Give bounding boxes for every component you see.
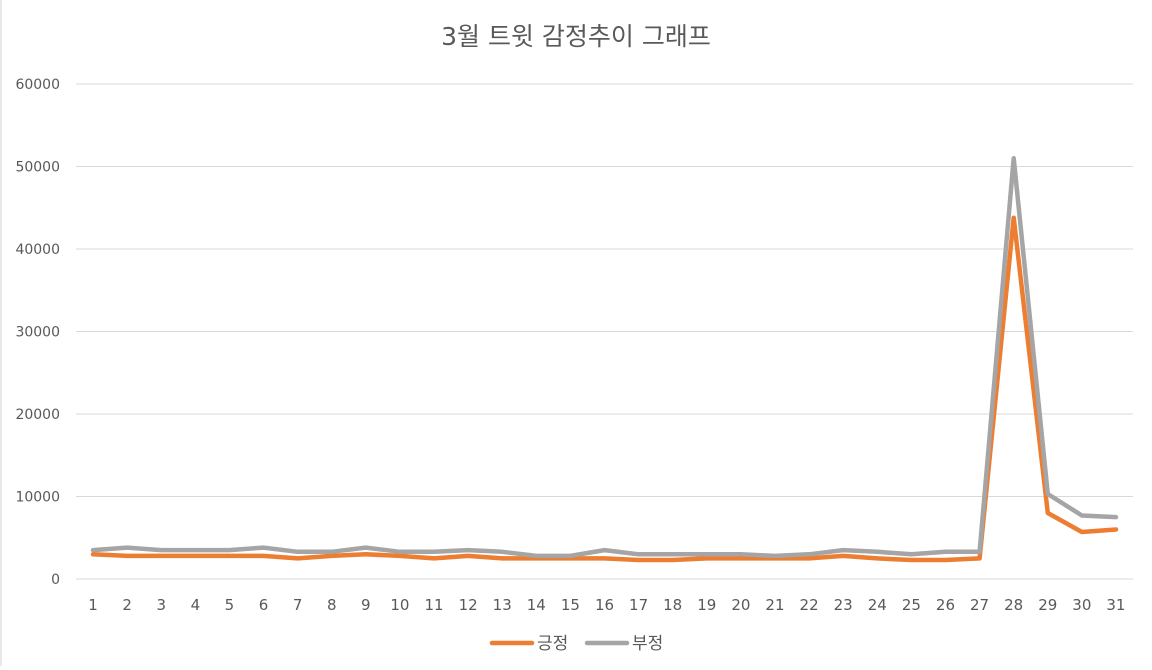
y-tick-labels: 0 10000 20000 30000 40000 50000 60000 <box>15 77 60 588</box>
series-line-1 <box>90 215 1119 563</box>
left-border <box>0 0 2 666</box>
x-tick-label: 31 <box>1106 596 1125 614</box>
y-tick-label: 30000 <box>15 325 60 341</box>
x-tick-label: 9 <box>361 596 371 614</box>
x-tick-label: 14 <box>527 596 546 614</box>
legend-item-1: 긍정 <box>489 634 568 654</box>
x-tick-label: 13 <box>493 596 512 614</box>
x-tick-label: 6 <box>259 596 269 614</box>
chart-title: 3월 트윗 감정추이 그래프 <box>441 22 711 51</box>
x-tick-label: 10 <box>390 596 409 614</box>
x-tick-labels: 1 2 3 4 5 6 7 8 9 10 11 12 13 14 15 16 17 18 19 20 21 22 23 24 2… <box>88 596 1125 614</box>
x-tick-label: 22 <box>800 596 819 614</box>
legend-label: 긍정 <box>537 634 568 654</box>
x-tick-label: 15 <box>561 596 580 614</box>
y-tick-label: 20000 <box>15 407 60 423</box>
y-tick-label: 10000 <box>15 490 60 506</box>
x-tick-label: 28 <box>1004 596 1023 614</box>
series-lines <box>90 156 1119 563</box>
y-tick-label: 50000 <box>15 160 60 176</box>
y-tick-label: 60000 <box>15 77 60 93</box>
y-tick-label: 0 <box>51 572 60 588</box>
series-line-2 <box>90 156 1119 559</box>
y-tick-label: 40000 <box>15 242 60 258</box>
x-tick-label: 8 <box>327 596 337 614</box>
x-tick-label: 26 <box>936 596 955 614</box>
x-tick-label: 19 <box>697 596 716 614</box>
legend-item-2: 부정 <box>584 634 663 654</box>
x-tick-label: 20 <box>731 596 750 614</box>
x-tick-label: 7 <box>293 596 303 614</box>
x-tick-label: 17 <box>629 596 648 614</box>
x-tick-label: 23 <box>834 596 853 614</box>
x-tick-label: 24 <box>868 596 887 614</box>
legend: 긍정 부정 <box>489 634 663 654</box>
gridlines <box>76 83 1133 580</box>
x-tick-label: 21 <box>765 596 784 614</box>
x-tick-label: 3 <box>156 596 166 614</box>
x-tick-label: 29 <box>1038 596 1057 614</box>
legend-label: 부정 <box>632 634 663 654</box>
x-tick-label: 4 <box>191 596 201 614</box>
x-tick-label: 1 <box>88 596 98 614</box>
x-tick-label: 18 <box>663 596 682 614</box>
x-tick-label: 12 <box>459 596 478 614</box>
x-tick-label: 25 <box>902 596 921 614</box>
x-tick-label: 2 <box>122 596 132 614</box>
x-tick-label: 11 <box>424 596 443 614</box>
x-tick-label: 5 <box>225 596 235 614</box>
x-tick-label: 27 <box>970 596 989 614</box>
x-tick-label: 30 <box>1072 596 1091 614</box>
x-tick-label: 16 <box>595 596 614 614</box>
